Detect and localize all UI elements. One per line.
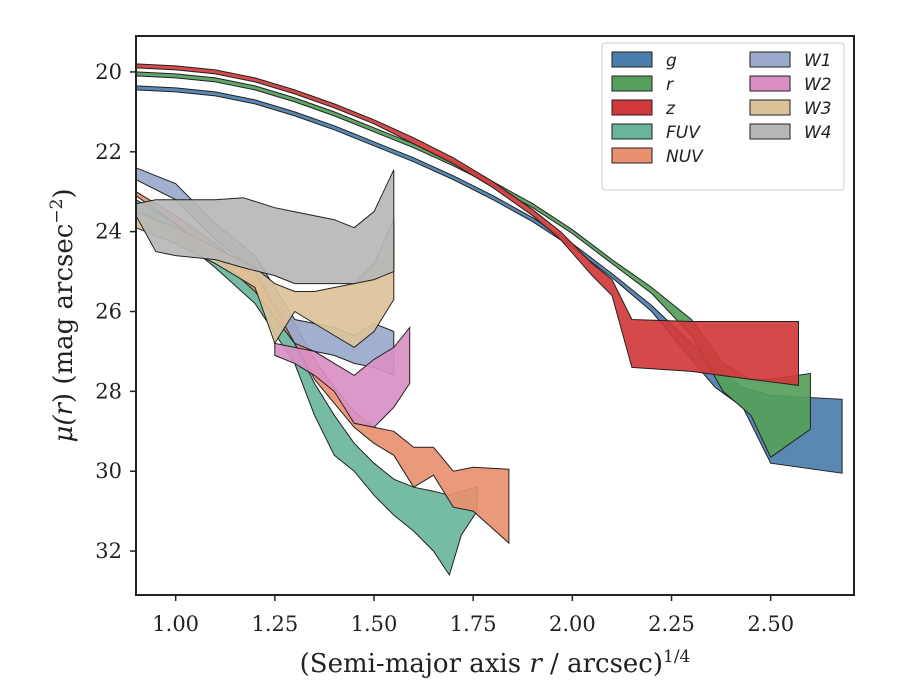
legend-swatch-g bbox=[611, 51, 653, 68]
legend: grz FUV NUV W1 W2 W3 W4 bbox=[601, 42, 845, 191]
y-tick-label: 32 bbox=[95, 539, 122, 563]
legend-swatch-w3 bbox=[749, 99, 791, 116]
x-tick-label: 1.50 bbox=[351, 612, 398, 636]
y-tick-label: 26 bbox=[95, 300, 122, 324]
y-tick-label: 22 bbox=[95, 140, 122, 164]
y-tick-label: 24 bbox=[95, 220, 122, 244]
legend-label-fuv: FUV bbox=[666, 123, 701, 143]
x-axis-label: (Semi-major axis r / arcsec)1/4 bbox=[300, 647, 691, 679]
legend-label-r: r bbox=[666, 75, 674, 95]
legend-swatch-w2 bbox=[749, 75, 791, 92]
series-layer bbox=[135, 63, 843, 577]
legend-swatch-z bbox=[611, 99, 653, 116]
legend-label-w4: W4 bbox=[804, 123, 832, 143]
legend-swatch-w1 bbox=[749, 51, 791, 68]
legend-swatch-nuv bbox=[611, 147, 653, 164]
x-tick-label: 1.75 bbox=[450, 612, 497, 636]
x-tick-label: 1.00 bbox=[152, 612, 199, 636]
legend-swatch-fuv bbox=[611, 123, 653, 140]
y-axis-label: μ(r) (mag arcsec−2) bbox=[47, 188, 79, 442]
x-tick-label: 2.50 bbox=[747, 612, 794, 636]
plot-frame bbox=[135, 35, 855, 596]
x-tick-label: 2.25 bbox=[648, 612, 695, 636]
legend-label-nuv: NUV bbox=[666, 147, 704, 167]
y-tick-label: 30 bbox=[95, 459, 122, 483]
series-band-r bbox=[135, 71, 811, 458]
legend-label-w3: W3 bbox=[804, 99, 832, 119]
series-band-w2 bbox=[274, 326, 411, 428]
series-band-w4 bbox=[135, 169, 395, 285]
x-tick-label: 2.00 bbox=[549, 612, 596, 636]
legend-label-g: g bbox=[666, 51, 677, 71]
y-tick-label: 20 bbox=[95, 60, 122, 84]
legend-label-w1: W1 bbox=[804, 51, 832, 71]
x-tick-label: 1.25 bbox=[251, 612, 298, 636]
legend-swatch-r bbox=[611, 75, 653, 92]
legend-label-z: z bbox=[665, 99, 676, 119]
legend-swatch-w4 bbox=[749, 123, 791, 140]
ticks-layer: 1.00 1.25 1.50 1.75 2.00 2.25 2.50 20 22 24 26 28 30… bbox=[95, 60, 794, 636]
y-tick-label: 28 bbox=[95, 379, 122, 403]
legend-label-w2: W2 bbox=[804, 75, 832, 95]
series-band-z bbox=[135, 63, 799, 386]
